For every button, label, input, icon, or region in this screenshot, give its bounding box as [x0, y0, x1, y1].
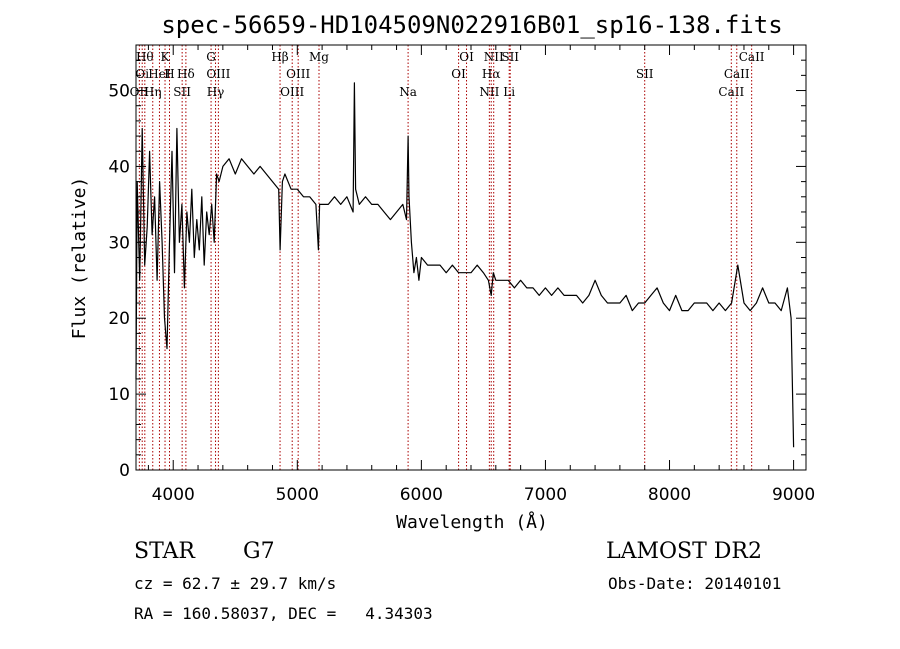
marker-label-26: CaII [724, 67, 750, 81]
x-tick-label-3: 7000 [524, 485, 567, 505]
marker-label-21: NII [484, 50, 504, 64]
y-axis: 0 10 20 30 40 50 [108, 59, 806, 481]
coordinates: RA = 160.58037, DEC = 4.34303 [134, 604, 433, 623]
y-tick-label-2: 20 [108, 309, 130, 329]
marker-label-20: Hα [482, 67, 501, 81]
marker-label-12: Hβ [271, 50, 288, 64]
x-tick-label-1: 5000 [276, 485, 319, 505]
marker-label-8: Hδ [177, 67, 195, 81]
marker-label-23: SII [501, 50, 519, 64]
marker-label-18: OI [459, 50, 474, 64]
observation-date: Obs-Date: 20140101 [608, 574, 782, 593]
object-subclass: G7 [243, 539, 275, 564]
marker-label-15: Mg [309, 50, 329, 64]
marker-label-24: SII [636, 67, 654, 81]
y-tick-label-3: 30 [108, 233, 130, 253]
marker-label-1: Oi [135, 67, 149, 81]
marker-label-14: OIII [286, 67, 310, 81]
object-type: STAR [134, 539, 195, 564]
marker-label-27: CaII [739, 50, 765, 64]
x-tick-label-2: 6000 [400, 485, 443, 505]
marker-label-6: H [164, 67, 174, 81]
y-axis-label: Flux (relative) [69, 177, 90, 340]
y-tick-label-5: 50 [108, 82, 130, 102]
marker-label-13: OIII [280, 85, 304, 99]
plot-frame [135, 44, 807, 471]
marker-label-9: G [206, 50, 216, 64]
x-axis: 4000 5000 6000 7000 8000 9000 [147, 45, 815, 505]
x-axis-label: Wavelength (Å) [396, 511, 548, 533]
marker-label-16: Na [399, 85, 417, 99]
marker-label-3: Hη [144, 85, 162, 99]
chart-title: spec-56659-HD104509N022916B01_sp16-138.f… [161, 11, 782, 39]
spectral-line-markers: OIIOiHθHηHeIKHSIIHδGHγOIIIHβOIIIOIIIMgNa… [130, 45, 765, 470]
marker-label-25: CaII [718, 85, 744, 99]
spectrum-series [135, 82, 795, 448]
x-tick-label-4: 8000 [648, 485, 691, 505]
marker-label-7: SII [173, 85, 191, 99]
x-tick-label-0: 4000 [152, 485, 195, 505]
marker-label-19: NII [479, 85, 499, 99]
marker-label-22: Li [503, 85, 515, 99]
marker-label-17: OI [451, 67, 466, 81]
survey-label: LAMOST DR2 [606, 539, 762, 564]
x-tick-label-5: 9000 [772, 485, 815, 505]
redshift-velocity: cz = 62.7 ± 29.7 km/s [134, 574, 337, 593]
spectrum-line-0 [135, 82, 795, 448]
marker-label-10: Hγ [207, 85, 225, 99]
marker-label-5: K [161, 50, 171, 64]
marker-label-11: OIII [206, 67, 230, 81]
y-tick-label-4: 40 [108, 157, 130, 177]
y-tick-label-1: 10 [108, 385, 130, 405]
marker-label-2: Hθ [136, 50, 154, 64]
y-tick-label-0: 0 [119, 461, 130, 481]
